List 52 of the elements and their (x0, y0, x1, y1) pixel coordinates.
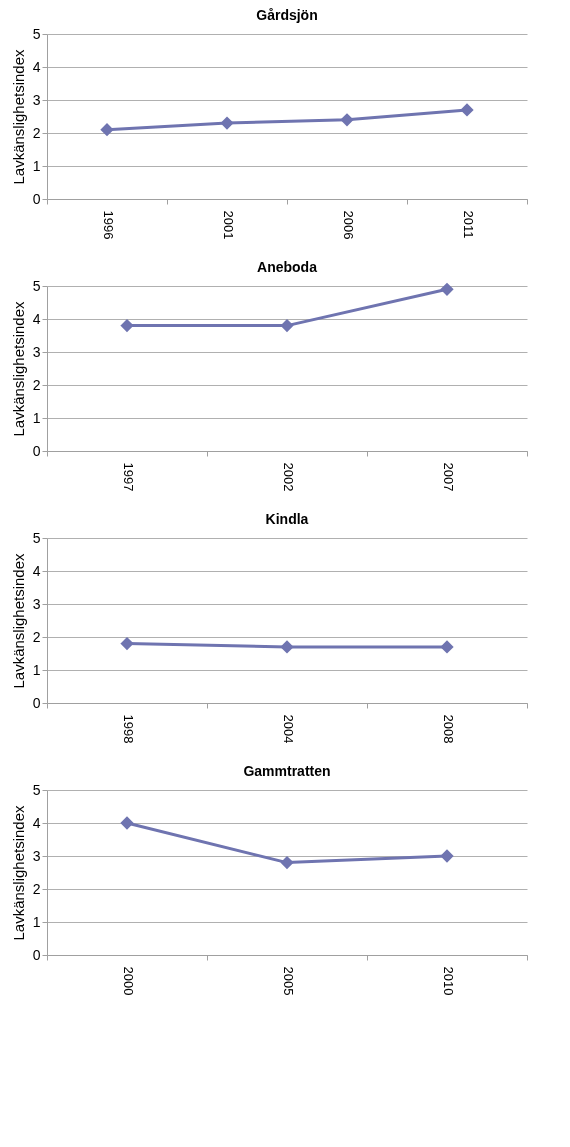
point (120, 816, 134, 830)
y-tick-label: 1 (32, 157, 41, 174)
point (460, 103, 474, 117)
y-tick-label: 0 (32, 946, 41, 963)
x-tick-label: 2005 (280, 966, 296, 996)
point (440, 849, 454, 863)
y-axis-title: Lavkänslighetsindex (9, 552, 27, 689)
y-tick-label: 0 (32, 442, 41, 459)
point (280, 856, 294, 869)
x-tick-label: 2004 (280, 714, 296, 744)
y-tick-label: 3 (32, 343, 41, 360)
x-tick-label: 2008 (440, 714, 456, 744)
y-tick-label: 0 (32, 190, 41, 207)
point (340, 113, 354, 127)
y-tick-label: 1 (32, 661, 41, 678)
y-tick-label: 2 (32, 376, 41, 393)
y-tick-label: 2 (32, 880, 41, 897)
y-tick-label: 5 (32, 781, 41, 798)
y-tick-label: 0 (32, 694, 41, 711)
x-tick-label: 2010 (440, 966, 456, 996)
y-tick-label: 1 (32, 913, 41, 930)
chart-title: Gårdsjön (256, 7, 318, 23)
chart-title: Gammtratten (243, 763, 331, 779)
y-tick-label: 3 (32, 847, 41, 864)
chart-title: Kindla (265, 511, 309, 527)
point (100, 123, 114, 136)
y-tick-label: 3 (32, 91, 41, 108)
x-tick-label: 2002 (280, 462, 296, 492)
x-tick-label: 2000 (120, 966, 136, 996)
y-axis-title: Lavkänslighetsindex (9, 300, 27, 437)
x-tick-label: 2001 (220, 210, 236, 240)
x-tick-label: 1998 (120, 714, 136, 744)
x-tick-label: 1996 (100, 210, 116, 240)
y-tick-label: 5 (32, 25, 41, 42)
chart-title: Aneboda (257, 259, 318, 275)
x-tick-label: 1997 (120, 462, 136, 492)
y-tick-label: 4 (32, 58, 41, 75)
x-tick-label: 2006 (340, 210, 356, 240)
x-tick-label: 2011 (460, 210, 476, 239)
point (220, 116, 234, 130)
y-tick-label: 2 (32, 628, 41, 645)
y-axis-title: Lavkänslighetsindex (9, 804, 27, 941)
y-tick-label: 5 (32, 277, 41, 294)
y-tick-label: 5 (32, 529, 41, 546)
y-axis-title: Lavkänslighetsindex (9, 48, 27, 185)
y-tick-label: 4 (32, 814, 41, 831)
y-tick-label: 4 (32, 310, 41, 327)
y-tick-label: 2 (32, 124, 41, 141)
y-tick-label: 3 (32, 595, 41, 612)
x-tick-label: 2007 (440, 462, 456, 492)
y-tick-label: 4 (32, 562, 41, 579)
y-tick-label: 1 (32, 409, 41, 426)
